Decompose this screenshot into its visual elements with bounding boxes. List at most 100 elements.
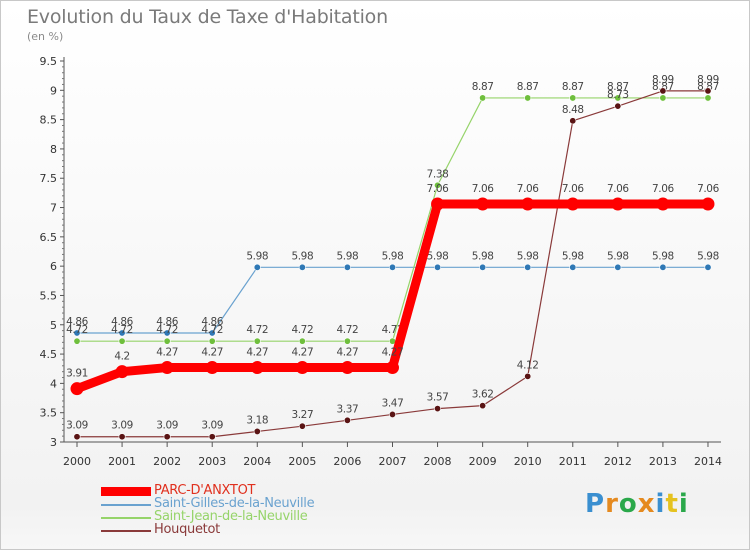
data-label-houquetot: 3.62 (472, 389, 494, 401)
data-point-parc-d-anxtot (611, 197, 625, 211)
data-point-saint-gilles-de-la-neuville (659, 263, 667, 271)
data-point-parc-d-anxtot (205, 361, 219, 375)
data-label-saint-jean-de-la-neuville: 4.72 (156, 324, 178, 336)
data-point-saint-jean-de-la-neuville (118, 337, 126, 345)
data-point-houquetot (569, 117, 577, 125)
data-point-parc-d-anxtot (115, 365, 129, 379)
data-label-saint-gilles-de-la-neuville: 5.98 (291, 250, 313, 262)
data-label-saint-gilles-de-la-neuville: 4.86 (201, 316, 223, 328)
data-label-saint-gilles-de-la-neuville: 5.98 (607, 250, 629, 262)
data-point-parc-d-anxtot (160, 361, 174, 375)
data-label-parc-d-anxtot: 7.06 (697, 183, 719, 195)
data-point-parc-d-anxtot (70, 382, 84, 396)
data-label-parc-d-anxtot: 4.27 (246, 347, 268, 359)
data-label-saint-gilles-de-la-neuville: 5.98 (562, 250, 584, 262)
data-point-saint-gilles-de-la-neuville (118, 329, 126, 337)
data-label-saint-gilles-de-la-neuville: 5.98 (697, 250, 719, 262)
data-label-saint-jean-de-la-neuville: 8.87 (562, 81, 584, 93)
data-point-houquetot (659, 87, 667, 95)
data-point-houquetot (163, 433, 171, 441)
data-point-houquetot (524, 372, 532, 380)
data-label-saint-gilles-de-la-neuville: 5.98 (472, 250, 494, 262)
data-label-saint-gilles-de-la-neuville: 5.98 (246, 250, 268, 262)
proxiti-logo: Proxiti (585, 489, 689, 519)
data-label-parc-d-anxtot: 7.06 (652, 183, 674, 195)
data-label-saint-jean-de-la-neuville: 4.72 (66, 324, 88, 336)
data-label-houquetot: 8.99 (697, 74, 719, 86)
data-label-parc-d-anxtot: 3.91 (66, 368, 88, 380)
data-label-houquetot: 3.37 (337, 403, 359, 415)
data-label-saint-gilles-de-la-neuville: 5.98 (337, 250, 359, 262)
data-point-parc-d-anxtot (340, 361, 354, 375)
data-point-saint-gilles-de-la-neuville (704, 263, 712, 271)
data-point-houquetot (479, 402, 487, 410)
chart-subtitle: (en %) (27, 30, 64, 43)
y-tick-label: 5.5 (40, 289, 58, 302)
data-label-saint-jean-de-la-neuville: 4.72 (291, 324, 313, 336)
data-label-saint-jean-de-la-neuville: 8.87 (517, 81, 539, 93)
data-point-parc-d-anxtot (566, 197, 580, 211)
data-point-saint-gilles-de-la-neuville (479, 263, 487, 271)
data-label-houquetot: 3.09 (201, 420, 223, 432)
data-label-houquetot: 8.73 (607, 89, 629, 101)
data-label-houquetot: 3.09 (156, 420, 178, 432)
data-point-houquetot (343, 416, 351, 424)
x-tick-label: 2006 (333, 455, 361, 468)
data-label-houquetot: 3.27 (291, 409, 313, 421)
data-point-saint-gilles-de-la-neuville (388, 263, 396, 271)
data-point-saint-jean-de-la-neuville (659, 94, 667, 102)
x-tick-label: 2012 (604, 455, 632, 468)
x-tick-label: 2007 (378, 455, 406, 468)
logo-letter: i (655, 489, 666, 519)
chart-title: Evolution du Taux de Taxe d'Habitation (27, 6, 388, 28)
data-point-saint-jean-de-la-neuville (434, 181, 442, 189)
data-point-saint-jean-de-la-neuville (163, 337, 171, 345)
data-point-saint-gilles-de-la-neuville (253, 263, 261, 271)
y-tick-label: 3.5 (40, 407, 58, 420)
logo-letter: r (605, 489, 619, 519)
data-label-houquetot: 3.57 (427, 392, 449, 404)
x-tick-label: 2008 (424, 455, 452, 468)
legend-swatch (101, 504, 151, 506)
data-label-houquetot: 3.09 (66, 420, 88, 432)
data-point-saint-gilles-de-la-neuville (569, 263, 577, 271)
data-point-houquetot (208, 433, 216, 441)
data-label-houquetot: 4.12 (517, 359, 539, 371)
y-tick-label: 7.5 (40, 172, 58, 185)
data-label-saint-gilles-de-la-neuville: 5.98 (517, 250, 539, 262)
y-tick-label: 5 (50, 319, 57, 332)
data-point-saint-jean-de-la-neuville (614, 94, 622, 102)
data-point-saint-jean-de-la-neuville (298, 337, 306, 345)
y-tick-label: 9.5 (40, 55, 58, 68)
data-label-saint-jean-de-la-neuville: 4.72 (201, 324, 223, 336)
y-tick-label: 6.5 (40, 231, 58, 244)
data-label-saint-gilles-de-la-neuville: 4.86 (66, 316, 88, 328)
data-label-houquetot: 8.99 (652, 74, 674, 86)
legend-swatch (101, 530, 151, 532)
data-label-saint-jean-de-la-neuville: 4.72 (246, 324, 268, 336)
data-point-parc-d-anxtot (476, 197, 490, 211)
data-label-parc-d-anxtot: 4.27 (291, 347, 313, 359)
data-label-saint-jean-de-la-neuville: 8.87 (472, 81, 494, 93)
data-label-houquetot: 3.47 (382, 397, 404, 409)
data-label-saint-gilles-de-la-neuville: 4.86 (111, 316, 133, 328)
data-point-saint-jean-de-la-neuville (208, 337, 216, 345)
data-label-parc-d-anxtot: 4.27 (201, 347, 223, 359)
data-label-houquetot: 3.09 (111, 420, 133, 432)
data-label-parc-d-anxtot: 7.06 (562, 183, 584, 195)
data-point-houquetot (434, 405, 442, 413)
x-tick-label: 2011 (559, 455, 587, 468)
data-point-parc-d-anxtot (250, 361, 264, 375)
data-label-houquetot: 8.48 (562, 104, 584, 116)
y-tick-label: 6 (50, 260, 57, 273)
data-point-parc-d-anxtot (521, 197, 535, 211)
x-tick-label: 2013 (649, 455, 677, 468)
y-tick-label: 9 (50, 84, 57, 97)
data-label-parc-d-anxtot: 7.06 (427, 183, 449, 195)
data-point-houquetot (253, 427, 261, 435)
x-tick-label: 2003 (198, 455, 226, 468)
data-point-parc-d-anxtot (431, 197, 445, 211)
data-label-parc-d-anxtot: 7.06 (517, 183, 539, 195)
x-tick-label: 2001 (108, 455, 136, 468)
